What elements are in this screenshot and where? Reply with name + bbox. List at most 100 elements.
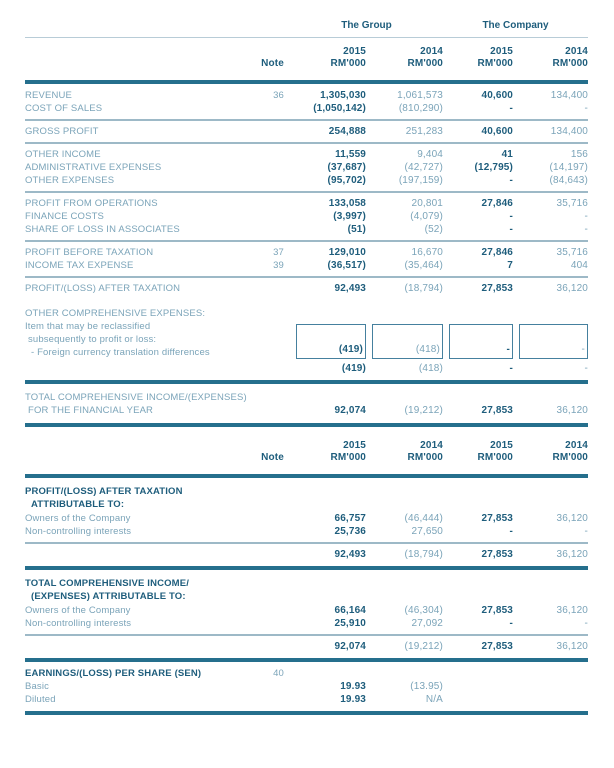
value-cell: (35,464) (404, 260, 443, 271)
table-row: PROFIT BEFORE TAXATION 37 129,010 16,670 27,… (25, 246, 588, 259)
value-cell: - (584, 618, 588, 629)
value-cell: - (509, 211, 513, 222)
value-cell: 19.93 (340, 694, 366, 705)
column-group-header: The Group The Company (25, 20, 588, 31)
value-cell: - (513, 324, 588, 359)
label-line: TOTAL COMPREHENSIVE INCOME/(EXPENSES) (25, 392, 247, 403)
value-cell: 92,493 (334, 549, 366, 560)
row-label: OTHER INCOME (25, 149, 101, 160)
section-rule (25, 423, 588, 427)
value-cell: 36,120 (556, 605, 588, 616)
section-rule (25, 119, 588, 121)
value-cell: 27,853 (481, 405, 513, 416)
value-cell: (36,517) (327, 260, 366, 271)
table-row: Basic 19.93 (13.95) (25, 680, 588, 693)
value-cell: - (584, 211, 588, 222)
heading-line: TOTAL COMPREHENSIVE INCOME/ (25, 578, 189, 589)
row-label: Item that may be reclassified subsequentl… (25, 320, 252, 359)
value-cell: 35,716 (556, 247, 588, 258)
value-text: (418) (415, 344, 440, 355)
value-cell: - (509, 526, 513, 537)
section-gap (25, 295, 588, 307)
value-cell: 40,600 (481, 126, 513, 137)
value-cell: 251,283 (405, 126, 443, 137)
table-row: (419) (418) - - (25, 359, 588, 375)
year-column-header: 2015 RM'000 (443, 440, 513, 464)
value-cell: (4,079) (410, 211, 443, 222)
value-cell: 92,074 (334, 641, 366, 652)
value-cell: 254,888 (328, 126, 366, 137)
value-cell: 35,716 (556, 198, 588, 209)
section-rule (25, 191, 588, 193)
row-label: TOTAL COMPREHENSIVE INCOME/(EXPENSES) FOR… (25, 391, 252, 417)
section-rule (25, 380, 588, 384)
table-row: Non-controlling interests 25,736 27,650 - - (25, 525, 588, 538)
value-cell: (19,212) (404, 641, 443, 652)
value-cell: N/A (425, 694, 443, 705)
year-label: 2015 (343, 46, 366, 57)
table-row: TOTAL COMPREHENSIVE INCOME/(EXPENSES) FOR… (25, 389, 588, 418)
value-cell: 92,493 (334, 283, 366, 294)
row-label: FINANCE COSTS (25, 211, 105, 222)
table-row: PROFIT/(LOSS) AFTER TAXATION 92,493 (18,79… (25, 282, 588, 295)
value-cell: 134,400 (550, 90, 588, 101)
value-cell: (46,444) (404, 513, 443, 524)
section-heading: TOTAL COMPREHENSIVE INCOME/ (EXPENSES) AT… (25, 575, 588, 604)
value-cell: (419) (341, 363, 366, 374)
section-rule (25, 658, 588, 662)
year-column-header: 2014 RM'000 (366, 440, 443, 464)
unit-label: RM'000 (407, 58, 443, 69)
value-cell: 27,092 (411, 618, 443, 629)
year-label: 2015 (490, 440, 513, 451)
value-cell: 7 (507, 260, 513, 271)
heading-label: TOTAL COMPREHENSIVE INCOME/ (EXPENSES) AT… (25, 577, 588, 603)
value-cell: (84,643) (549, 175, 588, 186)
value-cell: (1,050,142) (313, 103, 366, 114)
value-cell: 36,120 (556, 549, 588, 560)
value-cell: 129,010 (328, 247, 366, 258)
year-header-row: Note 2015 RM'000 2014 RM'000 2015 RM'000 2014 RM… (25, 38, 588, 75)
table-row: 92,493 (18,794) 27,853 36,120 (25, 548, 588, 561)
section-rule (25, 542, 588, 544)
heading-line: (EXPENSES) ATTRIBUTABLE TO: (31, 591, 186, 602)
unit-label: RM'000 (330, 452, 366, 463)
year-column-header: 2014 RM'000 (513, 440, 588, 464)
value-cell: 20,801 (411, 198, 443, 209)
table-row: ADMINISTRATIVE EXPENSES (37,687) (42,727) (… (25, 161, 588, 174)
label-line: Item that may be reclassified (25, 321, 151, 332)
section-rule (25, 474, 588, 478)
value-cell: (418) (418, 363, 443, 374)
value-cell: (42,727) (404, 162, 443, 173)
value-box: (418) (372, 324, 443, 359)
year-column-header: 2015 RM'000 (290, 440, 366, 464)
table-row: COST OF SALES (1,050,142) (810,290) - - (25, 102, 588, 115)
value-cell: 9,404 (417, 149, 443, 160)
value-text: - (506, 344, 510, 355)
value-cell: 36,120 (556, 513, 588, 524)
value-cell: - (584, 363, 588, 374)
value-cell: 156 (570, 149, 588, 160)
note-column-header: Note (261, 58, 284, 69)
year-column-header: 2014 RM'000 (366, 46, 443, 70)
row-label: PROFIT/(LOSS) AFTER TAXATION (25, 283, 181, 294)
section-rule (25, 80, 588, 84)
value-cell: (13.95) (410, 681, 443, 692)
row-label: Owners of the Company (25, 605, 131, 616)
value-cell: - (584, 103, 588, 114)
unit-label: RM'000 (407, 452, 443, 463)
table-row: SHARE OF LOSS IN ASSOCIATES (51) (52) - - (25, 223, 588, 236)
value-cell: (419) (290, 324, 366, 359)
value-cell: - (509, 363, 513, 374)
note-cell: 36 (273, 90, 284, 101)
table-row: OTHER COMPREHENSIVE EXPENSES: (25, 307, 588, 320)
value-cell: - (509, 103, 513, 114)
value-cell: 41 (501, 149, 513, 160)
row-label: PROFIT BEFORE TAXATION (25, 247, 154, 258)
row-label: Non-controlling interests (25, 618, 132, 629)
unit-label: RM'000 (330, 58, 366, 69)
row-label: INCOME TAX EXPENSE (25, 260, 134, 271)
value-cell: 133,058 (328, 198, 366, 209)
section-rule (25, 634, 588, 636)
unit-label: RM'000 (477, 452, 513, 463)
value-cell: (18,794) (404, 283, 443, 294)
